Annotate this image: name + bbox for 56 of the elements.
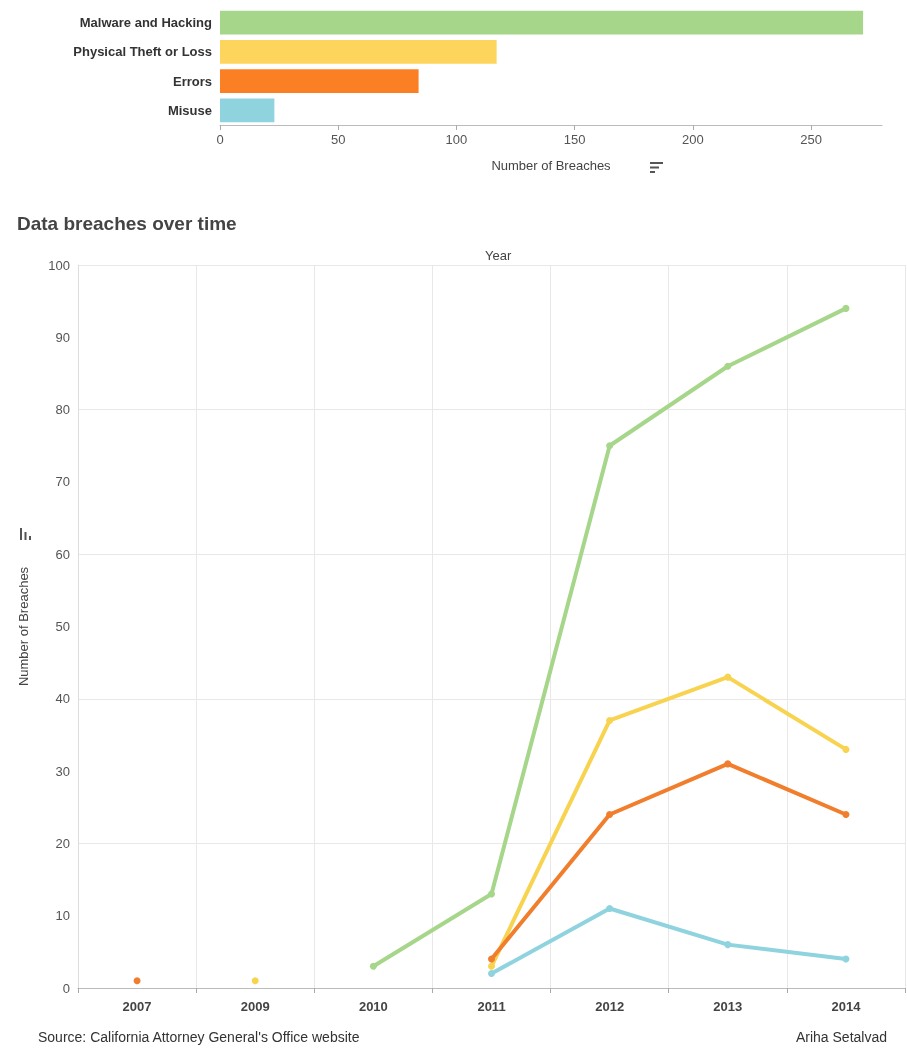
point: [488, 970, 495, 978]
point: [488, 890, 495, 898]
y-tick-label: Physical Theft or Loss: [73, 44, 212, 60]
y-tick-label: 70: [55, 474, 70, 490]
y-tick-label: 10: [55, 908, 70, 924]
bar: [220, 39, 497, 64]
point: [842, 810, 850, 818]
point: [606, 904, 614, 912]
point: [606, 442, 614, 450]
x-tick-label: 2009: [240, 999, 270, 1014]
point: [724, 760, 732, 768]
x-tick-label: 2014: [831, 999, 862, 1014]
point: [133, 977, 141, 985]
point: [606, 810, 614, 818]
y-tick-label: 40: [55, 691, 70, 707]
point: [724, 673, 732, 681]
y-tick-label: Misuse: [167, 102, 212, 118]
x-tick-label: 150: [563, 132, 586, 147]
y-tick-label: 90: [55, 329, 70, 345]
x-tick-label: 0: [216, 132, 224, 147]
x-tick-label: 2010: [358, 999, 388, 1014]
y-tick-label: Malware and Hacking: [79, 15, 213, 31]
y-tick-label: 80: [55, 402, 70, 418]
x-tick-label: 2007: [122, 999, 152, 1014]
source-note: Source: California Attorney General's Office website: [38, 1029, 360, 1045]
x-tick-label: 200: [682, 132, 704, 147]
bar: [220, 69, 419, 94]
y-tick-label: Errors: [172, 73, 212, 89]
y-tick-label: 20: [55, 835, 70, 851]
point: [488, 962, 495, 970]
y-tick-label: 50: [55, 619, 70, 634]
x-tick-label: 2013: [713, 999, 743, 1014]
x-axis-title: Year: [485, 248, 512, 263]
y-tick-label: 60: [55, 546, 70, 562]
point: [724, 941, 732, 949]
y-axis-title: Number of Breaches: [16, 566, 31, 687]
point: [488, 955, 495, 963]
point: [842, 745, 850, 753]
point: [251, 977, 259, 985]
text: Ariha Setalvad: [795, 1029, 888, 1045]
chart-title: Data breaches over time: [17, 213, 237, 234]
x-tick-label: 2011: [477, 999, 506, 1014]
x-tick-label: 50: [330, 132, 346, 147]
x-tick-label: 250: [800, 132, 822, 147]
x-tick-label: 2012: [595, 999, 625, 1014]
point: [369, 962, 377, 970]
x-axis-title: Number of Breaches: [491, 158, 612, 173]
y-tick-label: 100: [48, 257, 70, 273]
y-tick-label: 30: [55, 763, 70, 779]
y-tick-label: 0: [62, 980, 70, 996]
point: [606, 716, 614, 724]
bar: [220, 98, 275, 123]
x-tick-label: 100: [445, 132, 468, 147]
point: [842, 304, 850, 312]
bar: [220, 10, 864, 35]
point: [724, 362, 732, 370]
